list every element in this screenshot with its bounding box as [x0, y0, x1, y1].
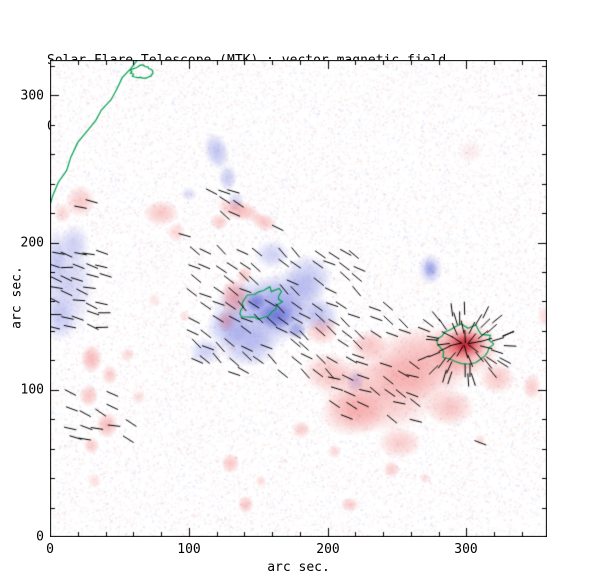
y-tick-label-300: 300 — [20, 88, 44, 104]
y-tick-label-0: 0 — [36, 529, 44, 545]
y-axis-title: arc sec. — [9, 266, 25, 329]
x-axis-title: arc sec. — [267, 560, 330, 575]
x-tick-label-300: 300 — [454, 542, 478, 557]
magnetogram-plot-canvas — [50, 60, 547, 537]
y-tick-label-200: 200 — [20, 235, 44, 251]
x-tick-label-0: 0 — [46, 542, 54, 557]
x-tick-label-200: 200 — [316, 542, 340, 557]
x-tick-label-100: 100 — [177, 542, 201, 557]
y-tick-label-100: 100 — [20, 382, 44, 398]
